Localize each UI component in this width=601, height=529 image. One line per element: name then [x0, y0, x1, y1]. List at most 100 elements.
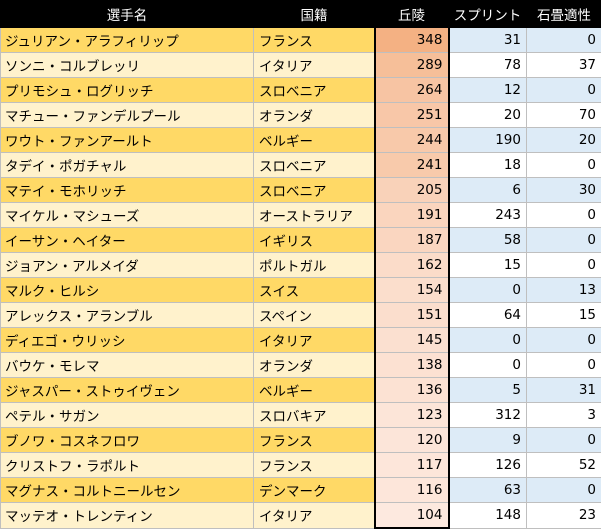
header-cobbles[interactable]: 石畳適性 [527, 1, 601, 28]
hills-cell[interactable]: 123 [375, 403, 449, 428]
rider-name-cell[interactable]: プリモシュ・ログリッチ [1, 78, 254, 103]
hills-cell[interactable]: 187 [375, 228, 449, 253]
sprint-cell[interactable]: 243 [449, 203, 527, 228]
header-hills[interactable]: 丘陵 [375, 1, 449, 28]
rider-name-cell[interactable]: マグナス・コルトニールセン [1, 478, 254, 503]
hills-cell[interactable]: 348 [375, 28, 449, 53]
nationality-cell[interactable]: オランダ [254, 353, 375, 378]
cobbles-cell[interactable]: 0 [527, 28, 601, 53]
nationality-cell[interactable]: スロバキア [254, 403, 375, 428]
sprint-cell[interactable]: 15 [449, 253, 527, 278]
cobbles-cell[interactable]: 20 [527, 128, 601, 153]
sprint-cell[interactable]: 63 [449, 478, 527, 503]
rider-name-cell[interactable]: バウケ・モレマ [1, 353, 254, 378]
cobbles-cell[interactable]: 13 [527, 278, 601, 303]
hills-cell[interactable]: 145 [375, 328, 449, 353]
sprint-cell[interactable]: 58 [449, 228, 527, 253]
nationality-cell[interactable]: イタリア [254, 53, 375, 78]
nationality-cell[interactable]: オランダ [254, 103, 375, 128]
rider-name-cell[interactable]: マチュー・ファンデルプール [1, 103, 254, 128]
nationality-cell[interactable]: フランス [254, 28, 375, 53]
sprint-cell[interactable]: 0 [449, 328, 527, 353]
header-nationality[interactable]: 国籍 [254, 1, 375, 28]
rider-name-cell[interactable]: ワウト・ファンアールト [1, 128, 254, 153]
cobbles-cell[interactable]: 0 [527, 253, 601, 278]
sprint-cell[interactable]: 148 [449, 503, 527, 529]
cobbles-cell[interactable]: 0 [527, 153, 601, 178]
hills-cell[interactable]: 104 [375, 503, 449, 529]
cobbles-cell[interactable]: 0 [527, 203, 601, 228]
hills-cell[interactable]: 264 [375, 78, 449, 103]
sprint-cell[interactable]: 0 [449, 278, 527, 303]
nationality-cell[interactable]: スロベニア [254, 178, 375, 203]
cobbles-cell[interactable]: 70 [527, 103, 601, 128]
hills-cell[interactable]: 251 [375, 103, 449, 128]
nationality-cell[interactable]: スロベニア [254, 153, 375, 178]
hills-cell[interactable]: 191 [375, 203, 449, 228]
cobbles-cell[interactable]: 15 [527, 303, 601, 328]
cobbles-cell[interactable]: 30 [527, 178, 601, 203]
sprint-cell[interactable]: 0 [449, 353, 527, 378]
sprint-cell[interactable]: 12 [449, 78, 527, 103]
nationality-cell[interactable]: オーストラリア [254, 203, 375, 228]
header-sprint[interactable]: スプリント [449, 1, 527, 28]
rider-name-cell[interactable]: ジュリアン・アラフィリップ [1, 28, 254, 53]
hills-cell[interactable]: 244 [375, 128, 449, 153]
nationality-cell[interactable]: フランス [254, 453, 375, 478]
rider-name-cell[interactable]: ジョアン・アルメイダ [1, 253, 254, 278]
rider-name-cell[interactable]: マイケル・マシューズ [1, 203, 254, 228]
nationality-cell[interactable]: デンマーク [254, 478, 375, 503]
rider-name-cell[interactable]: ソンニ・コルブレッリ [1, 53, 254, 78]
cobbles-cell[interactable]: 31 [527, 378, 601, 403]
hills-cell[interactable]: 138 [375, 353, 449, 378]
nationality-cell[interactable]: イタリア [254, 503, 375, 529]
cobbles-cell[interactable]: 0 [527, 353, 601, 378]
rider-name-cell[interactable]: ブノワ・コスネフロワ [1, 428, 254, 453]
sprint-cell[interactable]: 18 [449, 153, 527, 178]
cobbles-cell[interactable]: 37 [527, 53, 601, 78]
rider-name-cell[interactable]: マテイ・モホリッチ [1, 178, 254, 203]
sprint-cell[interactable]: 64 [449, 303, 527, 328]
cobbles-cell[interactable]: 3 [527, 403, 601, 428]
cobbles-cell[interactable]: 0 [527, 228, 601, 253]
rider-name-cell[interactable]: イーサン・ヘイター [1, 228, 254, 253]
rider-name-cell[interactable]: マッテオ・トレンティン [1, 503, 254, 529]
sprint-cell[interactable]: 312 [449, 403, 527, 428]
nationality-cell[interactable]: フランス [254, 428, 375, 453]
cobbles-cell[interactable]: 0 [527, 428, 601, 453]
nationality-cell[interactable]: イタリア [254, 328, 375, 353]
sprint-cell[interactable]: 9 [449, 428, 527, 453]
hills-cell[interactable]: 116 [375, 478, 449, 503]
rider-name-cell[interactable]: クリストフ・ラポルト [1, 453, 254, 478]
rider-name-cell[interactable]: タデイ・ポガチャル [1, 153, 254, 178]
hills-cell[interactable]: 162 [375, 253, 449, 278]
nationality-cell[interactable]: イギリス [254, 228, 375, 253]
sprint-cell[interactable]: 78 [449, 53, 527, 78]
hills-cell[interactable]: 205 [375, 178, 449, 203]
nationality-cell[interactable]: スペイン [254, 303, 375, 328]
hills-cell[interactable]: 289 [375, 53, 449, 78]
hills-cell[interactable]: 151 [375, 303, 449, 328]
sprint-cell[interactable]: 31 [449, 28, 527, 53]
nationality-cell[interactable]: スロベニア [254, 78, 375, 103]
hills-cell[interactable]: 117 [375, 453, 449, 478]
nationality-cell[interactable]: ベルギー [254, 128, 375, 153]
rider-name-cell[interactable]: マルク・ヒルシ [1, 278, 254, 303]
sprint-cell[interactable]: 126 [449, 453, 527, 478]
